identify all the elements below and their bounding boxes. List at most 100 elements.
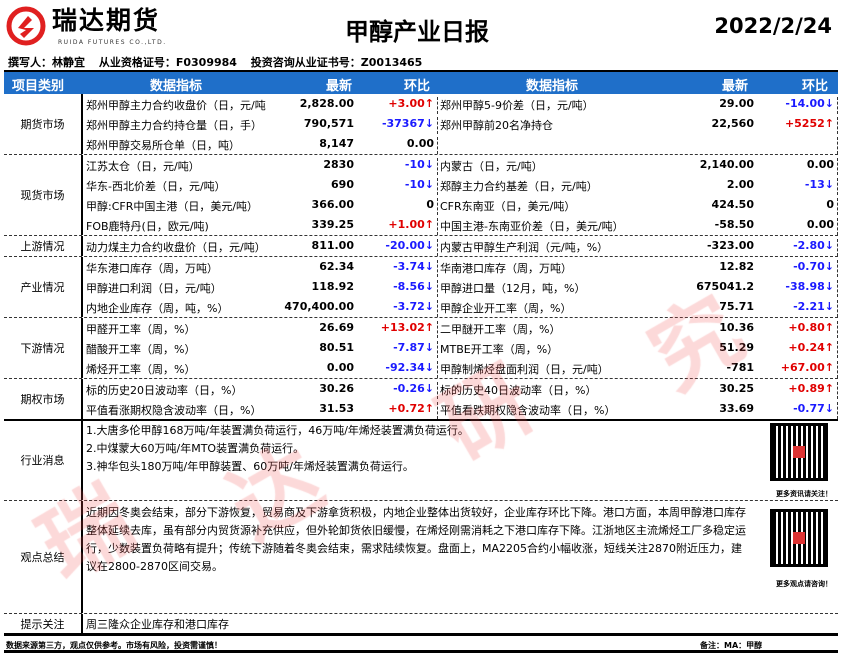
change-value: 0.00 bbox=[406, 137, 434, 150]
column-divider bbox=[837, 218, 838, 235]
change-value-2: -0.77↓ bbox=[793, 402, 834, 415]
table-row: 郑州甲醇主力合约收盘价（日，元/吨 2,828.00 +3.00↑ 郑州甲醇5-9价差… bbox=[4, 94, 838, 114]
column-divider bbox=[437, 158, 438, 175]
table-group: 上游情况 动力煤主力合约收盘价（日，元/吨） 811.00 -20.00↓ 内蒙古甲醇生… bbox=[4, 236, 838, 257]
news-text: 1.大唐多伦甲醇168万吨/年装置满负荷运行，46万吨/年烯烃装置满负荷运行。 … bbox=[86, 422, 748, 476]
change-value-2: 0 bbox=[826, 198, 834, 211]
change-value: -8.56↓ bbox=[393, 280, 434, 293]
indicator-name: FOB鹿特丹(日，欧元/吨) bbox=[86, 220, 209, 233]
latest-value-2: 33.69 bbox=[719, 402, 754, 415]
change-value: +3.00↑ bbox=[388, 97, 434, 110]
data-table: 期货市场 郑州甲醇主力合约收盘价（日，元/吨 2,828.00 +3.00↑ 郑州甲醇5… bbox=[4, 94, 838, 421]
table-row: 醋酸开工率（周，%） 80.51 -7.87↓ MTBE开工率（周，%） 51.29 +0… bbox=[4, 338, 838, 358]
qr-caption: 更多资讯请关注！ bbox=[776, 490, 832, 498]
footer: 数据来源第三方，观点仅供参考。市场有风险，投资需谨慎！ 备注：MA：甲醇 bbox=[4, 633, 838, 653]
change-value-2: -2.21↓ bbox=[793, 300, 834, 313]
column-divider bbox=[437, 280, 438, 297]
change-value-2: +0.24↑ bbox=[788, 341, 834, 354]
change-value-2: -13↓ bbox=[804, 178, 834, 191]
change-value-2: 0.00 bbox=[806, 158, 834, 171]
table-row: 华东-西北价差（日，元/吨） 690 -10↓ 郑醇主力合约基差（日，元/吨） 2.00… bbox=[4, 175, 838, 195]
indicator-name-2: 内蒙古（日，元/吨） bbox=[440, 160, 543, 173]
column-divider bbox=[437, 341, 438, 358]
latest-value: 8,147 bbox=[319, 137, 354, 150]
change-value-2: +67.00↑ bbox=[780, 361, 834, 374]
latest-value: 339.25 bbox=[311, 218, 354, 231]
indicator-name-2: 甲醇企业开工率（周，%） bbox=[440, 302, 572, 315]
column-divider bbox=[437, 260, 438, 277]
indicator-name-2: MTBE开工率（周，%） bbox=[440, 343, 559, 356]
change-value: +1.00↑ bbox=[388, 218, 434, 231]
indicator-name: 平值看涨期权隐含波动率（日，%） bbox=[86, 404, 262, 417]
author-name: 撰写人：林静宜 bbox=[8, 56, 85, 69]
view-label: 观点总结 bbox=[4, 501, 83, 613]
change-value: +13.02↑ bbox=[380, 321, 434, 334]
tip-label: 提示关注 bbox=[4, 614, 83, 633]
column-divider bbox=[437, 97, 438, 114]
latest-value-2: 29.00 bbox=[719, 97, 754, 110]
table-group: 现货市场 江苏太仓（日，元/吨） 2830 -10↓ 内蒙古（日，元/吨） 2,140.0… bbox=[4, 155, 838, 236]
latest-value-2: -58.50 bbox=[714, 218, 754, 231]
qr-code-icon bbox=[770, 509, 828, 567]
column-divider bbox=[837, 382, 838, 399]
tip-text: 周三隆众企业库存和港口库存 bbox=[86, 618, 229, 631]
change-value: -37367↓ bbox=[381, 117, 434, 130]
change-value: -7.87↓ bbox=[393, 341, 434, 354]
column-divider bbox=[837, 300, 838, 317]
column-divider bbox=[437, 178, 438, 195]
table-row: 甲醇:CFR中国主港（日，美元/吨） 366.00 0 CFR东南亚（日，美元/吨） 4… bbox=[4, 195, 838, 215]
column-divider bbox=[837, 117, 838, 134]
indicator-name-2: 甲醇进口量（12月，吨，%） bbox=[440, 282, 586, 295]
table-row: 江苏太仓（日，元/吨） 2830 -10↓ 内蒙古（日，元/吨） 2,140.00 0.0… bbox=[4, 155, 838, 175]
brand-name-en: RUIDA FUTURES CO.,LTD. bbox=[58, 39, 167, 46]
change-value: -10↓ bbox=[404, 178, 434, 191]
view-section: 观点总结 近期因冬奥会结束，部分下游恢复，贸易商及下游拿货积极，内地企业整体出货… bbox=[4, 501, 838, 614]
indicator-name: 甲醇:CFR中国主港（日，美元/吨） bbox=[86, 200, 259, 213]
change-value: -0.26↓ bbox=[393, 382, 434, 395]
change-value: 0 bbox=[426, 198, 434, 211]
header-latest-2: 最新 bbox=[722, 79, 749, 94]
change-value: +0.72↑ bbox=[388, 402, 434, 415]
indicator-name-2: 华南港口库存（周，万吨） bbox=[440, 262, 572, 275]
latest-value: 62.34 bbox=[319, 260, 354, 273]
indicator-name-2: 标的历史40日波动率（日，%） bbox=[440, 384, 597, 397]
column-divider bbox=[837, 198, 838, 215]
latest-value-2: 75.71 bbox=[719, 300, 754, 313]
report-date: 2022/2/24 bbox=[714, 14, 832, 38]
table-row: 甲醇进口利润（日，元/吨） 118.92 -8.56↓ 甲醇进口量（12月，吨，%） 6… bbox=[4, 277, 838, 297]
column-divider bbox=[437, 402, 438, 419]
indicator-name: 醋酸开工率（周，%） bbox=[86, 343, 196, 356]
column-divider bbox=[837, 137, 838, 154]
change-value-2: +5252↑ bbox=[784, 117, 834, 130]
header-change-2: 环比 bbox=[802, 79, 829, 94]
indicator-name-2: 郑州甲醇5-9价差（日，元/吨） bbox=[440, 99, 594, 112]
indicator-name: 郑州甲醇交易所仓单（日，吨） bbox=[86, 139, 240, 152]
column-divider bbox=[837, 402, 838, 419]
column-divider bbox=[837, 361, 838, 378]
table-row: 平值看涨期权隐含波动率（日，%） 31.53 +0.72↑ 平值看跌期权隐含波动率（日… bbox=[4, 399, 838, 419]
column-divider bbox=[437, 117, 438, 134]
qr-caption: 更多观点请咨询！ bbox=[776, 580, 832, 588]
latest-value-2: -781 bbox=[726, 361, 754, 374]
latest-value: 690 bbox=[331, 178, 354, 191]
table-group: 产业情况 华东港口库存（周，万吨） 62.34 -3.74↓ 华南港口库存（周，万吨） 1… bbox=[4, 257, 838, 318]
indicator-name-2: CFR东南亚（日，美元/吨） bbox=[440, 200, 576, 213]
table-row: 动力煤主力合约收盘价（日，元/吨） 811.00 -20.00↓ 内蒙古甲醇生产利润（… bbox=[4, 236, 838, 256]
latest-value-2: 10.36 bbox=[719, 321, 754, 334]
header-indicator: 数据指标 bbox=[150, 79, 203, 94]
latest-value-2: 675041.2 bbox=[696, 280, 754, 293]
indicator-name: 郑州甲醇主力合约持仓量（日，手） bbox=[86, 119, 262, 132]
latest-value-2: -323.00 bbox=[706, 239, 754, 252]
change-value-2: +0.89↑ bbox=[788, 382, 834, 395]
latest-value-2: 22,560 bbox=[711, 117, 754, 130]
latest-value-2: 12.82 bbox=[719, 260, 754, 273]
latest-value-2: 2.00 bbox=[726, 178, 754, 191]
change-value-2: -38.98↓ bbox=[785, 280, 834, 293]
column-divider bbox=[837, 239, 838, 256]
column-divider bbox=[437, 198, 438, 215]
table-row: 郑州甲醇交易所仓单（日，吨） 8,147 0.00 bbox=[4, 134, 838, 154]
table-group: 下游情况 甲醛开工率（周，%） 26.69 +13.02↑ 二甲醚开工率（周，%） 10.… bbox=[4, 318, 838, 379]
indicator-name: 甲醇进口利润（日，元/吨） bbox=[86, 282, 222, 295]
latest-value: 2,828.00 bbox=[299, 97, 354, 110]
table-row: 华东港口库存（周，万吨） 62.34 -3.74↓ 华南港口库存（周，万吨） 12.82… bbox=[4, 257, 838, 277]
